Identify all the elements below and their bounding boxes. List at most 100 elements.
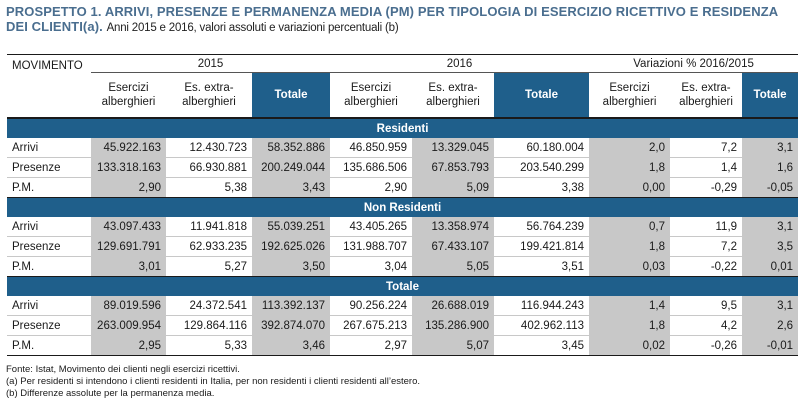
header-row-years: MOVIMENTO 2015 2016 Variazioni % 2016/20… bbox=[7, 54, 799, 119]
year-2016-header: 2016 bbox=[330, 54, 590, 73]
cell: 199.421.814 bbox=[494, 236, 590, 257]
cell: 3,43 bbox=[252, 177, 331, 198]
cell: 0,03 bbox=[589, 256, 671, 277]
cell: -0,29 bbox=[710, 181, 738, 194]
section-title: Residenti bbox=[7, 117, 799, 138]
footnote-a: (a) Per residenti si intendono i clienti… bbox=[6, 376, 420, 387]
table-row: Arrivi 45.922.163 12.430.723 58.352.886 … bbox=[7, 138, 799, 158]
cell: 9,5 bbox=[670, 296, 743, 316]
cell: 5,33 bbox=[224, 339, 247, 352]
row-label: Presenze bbox=[7, 315, 91, 336]
table-bottom-rule bbox=[7, 355, 799, 356]
cell: 24.372.541 bbox=[166, 296, 252, 316]
cell: 90.256.224 bbox=[330, 296, 413, 316]
cell: 45.922.163 bbox=[91, 138, 166, 158]
table-row: P.M. 2,95 5,33 3,46 2,97 5,07 3,45 0,02 … bbox=[7, 335, 799, 356]
cell: 2,97 bbox=[384, 339, 408, 352]
cell: 11,9 bbox=[670, 217, 743, 237]
cell: 203.540.299 bbox=[494, 157, 590, 178]
col-extra-2015: Es. extra-alberghieri bbox=[166, 72, 252, 119]
cell: 89.019.596 bbox=[91, 296, 166, 316]
cell: 4,2 bbox=[670, 315, 743, 336]
cell: 0,00 bbox=[589, 177, 671, 198]
cell: 13.329.045 bbox=[412, 138, 495, 158]
col-alberghieri-2016: Esercizi alberghieri bbox=[330, 72, 413, 119]
cell: 1,8 bbox=[589, 315, 671, 336]
cell: 2,0 bbox=[589, 138, 671, 158]
year-2015-header: 2015 bbox=[91, 54, 331, 73]
cell: 402.962.113 bbox=[494, 315, 590, 336]
col-totale-var: Totale bbox=[742, 72, 799, 119]
table-row: P.M. 3,01 5,27 3,50 3,04 5,05 3,51 0,03 … bbox=[7, 256, 799, 277]
row-label: Arrivi bbox=[7, 138, 91, 158]
cell: 3,50 bbox=[252, 256, 331, 277]
row-label: P.M. bbox=[12, 181, 35, 194]
variazioni-header: Variazioni % 2016/2015 bbox=[589, 54, 799, 73]
cell: 392.874.070 bbox=[252, 315, 331, 336]
footnotes: Fonte: Istat, Movimento dei clienti negl… bbox=[6, 364, 420, 400]
cell: 13.358.974 bbox=[412, 217, 495, 237]
cell: 3,1 bbox=[742, 296, 799, 316]
cell: 1,8 bbox=[589, 236, 671, 257]
section-header-totale: Totale bbox=[7, 276, 799, 296]
cell: 3,5 bbox=[742, 236, 799, 257]
cell: 2,6 bbox=[742, 315, 799, 336]
cell: 7,2 bbox=[670, 138, 743, 158]
cell: 129.864.116 bbox=[166, 315, 252, 336]
cell: 67.433.107 bbox=[412, 236, 495, 257]
cell: 116.944.243 bbox=[494, 296, 590, 316]
cell: 0,7 bbox=[589, 217, 671, 237]
cell: 1,4 bbox=[670, 157, 743, 178]
row-label: P.M. bbox=[12, 260, 35, 273]
section-title: Non Residenti bbox=[7, 197, 799, 217]
cell: 43.405.265 bbox=[330, 217, 413, 237]
cell: 135.286.900 bbox=[412, 315, 495, 336]
cell: 1,6 bbox=[742, 157, 799, 178]
cell: 2,95 bbox=[91, 335, 166, 356]
col-totale-2016: Totale bbox=[494, 72, 590, 119]
table-title-main: PROSPETTO 1. ARRIVI, PRESENZE E PERMANEN… bbox=[6, 4, 778, 34]
cell: 0,02 bbox=[589, 335, 671, 356]
col-alberghieri-2015: Esercizi alberghieri bbox=[91, 72, 166, 119]
cell: 3,04 bbox=[384, 260, 408, 273]
col-extra-2016: Es. extra-alberghieri bbox=[412, 72, 495, 119]
cell: 5,09 bbox=[412, 177, 495, 198]
cell: 3,01 bbox=[91, 256, 166, 277]
row-label: P.M. bbox=[12, 339, 35, 352]
cell: 135.686.506 bbox=[330, 157, 413, 178]
cell: 131.988.707 bbox=[330, 236, 413, 257]
cell: 67.853.793 bbox=[412, 157, 495, 178]
data-table: MOVIMENTO 2015 2016 Variazioni % 2016/20… bbox=[7, 54, 799, 356]
row-label: Presenze bbox=[7, 157, 91, 178]
table-title-sub: Anni 2015 e 2016, valori assoluti e vari… bbox=[106, 22, 399, 34]
cell: -0,26 bbox=[710, 339, 738, 352]
cell: 58.352.886 bbox=[252, 138, 331, 158]
cell: 26.688.019 bbox=[412, 296, 495, 316]
cell: 1,4 bbox=[589, 296, 671, 316]
cell: 3,51 bbox=[561, 260, 585, 273]
cell: 3,46 bbox=[252, 335, 331, 356]
cell: -0,22 bbox=[710, 260, 738, 273]
cell: 7,2 bbox=[670, 236, 743, 257]
footnote-source: Fonte: Istat, Movimento dei clienti negl… bbox=[6, 364, 240, 375]
table-row: Presenze 133.318.163 66.930.881 200.249.… bbox=[7, 157, 799, 178]
cell: 43.097.433 bbox=[91, 217, 166, 237]
footnote-b: (b) Differenze assolute per la permanenz… bbox=[6, 388, 215, 399]
cell: 129.691.791 bbox=[91, 236, 166, 257]
cell: 5,38 bbox=[224, 181, 247, 194]
section-header-residenti: Residenti bbox=[7, 117, 799, 138]
cell: 2,90 bbox=[384, 181, 408, 194]
cell: 133.318.163 bbox=[91, 157, 166, 178]
cell: 5,27 bbox=[224, 260, 247, 273]
cell: 0,01 bbox=[742, 256, 799, 277]
table-row: Presenze 129.691.791 62.933.235 192.625.… bbox=[7, 236, 799, 257]
cell: 267.675.213 bbox=[330, 315, 413, 336]
cell: 5,07 bbox=[412, 335, 495, 356]
cell: 46.850.959 bbox=[330, 138, 413, 158]
header-row-columns: Esercizi alberghieri Es. extra-alberghie… bbox=[7, 72, 799, 119]
col-extra-var: Es. extra-alberghieri bbox=[670, 72, 743, 119]
cell: 2,90 bbox=[91, 177, 166, 198]
cell: 3,1 bbox=[742, 217, 799, 237]
col-totale-2015: Totale bbox=[252, 72, 331, 119]
cell: 62.933.235 bbox=[166, 236, 252, 257]
